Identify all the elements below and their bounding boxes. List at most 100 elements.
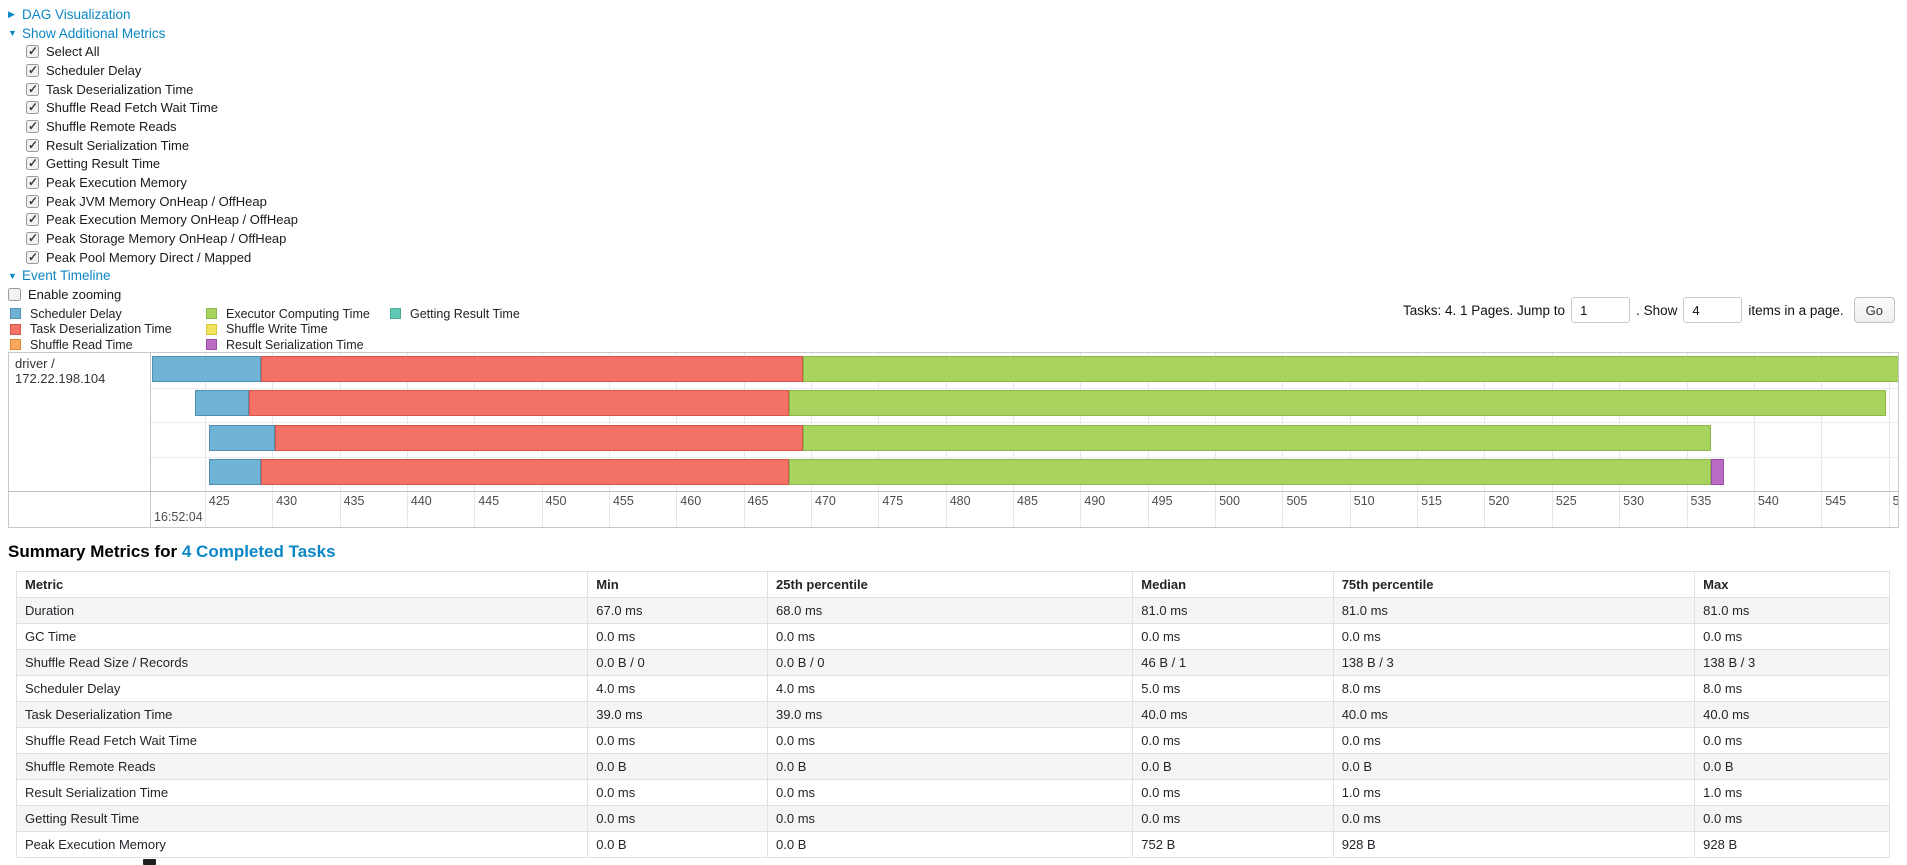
event-timeline-label: Event Timeline — [22, 268, 111, 284]
timeline-tick-label: 480 — [949, 494, 971, 508]
enable-zooming-checkbox[interactable] — [8, 288, 21, 302]
timeline-tick-label: 435 — [343, 494, 365, 508]
timeline-tick-label: 550 — [1892, 494, 1898, 508]
table-cell: Result Serialization Time — [15, 779, 589, 806]
task-segment-scheduler-delay[interactable] — [208, 424, 275, 451]
toggle-dag-visualization[interactable]: ▶ DAG Visualization — [8, 5, 298, 24]
task-segment-scheduler-delay[interactable] — [195, 390, 250, 416]
table-cell: 0.0 ms — [1332, 623, 1696, 650]
timeline-row-separator — [151, 422, 1898, 423]
task-segment-task-deserialization[interactable] — [274, 424, 803, 451]
task-segment-task-deserialization[interactable] — [261, 459, 790, 485]
metric-checkbox-label: Scheduler Delay — [46, 62, 142, 78]
table-cell: 46 B / 1 — [1132, 649, 1334, 676]
timeline-tick-label: 540 — [1757, 494, 1779, 508]
metric-checkbox[interactable] — [26, 156, 39, 171]
task-segment-result-serialization[interactable] — [1710, 459, 1725, 485]
table-cell: 0.0 ms — [1132, 623, 1334, 650]
task-segment-executor-computing[interactable] — [789, 390, 1886, 416]
toggle-show-additional-metrics[interactable]: ▼ Show Additional Metrics — [8, 24, 298, 43]
table-cell: 0.0 ms — [1132, 805, 1334, 832]
legend-item-label: Shuffle Read Time — [30, 337, 133, 352]
table-cell: 4.0 ms — [587, 675, 769, 702]
metric-checkbox-row: Peak Execution Memory — [8, 173, 298, 192]
metric-checkbox[interactable] — [26, 231, 39, 246]
toggle-event-timeline[interactable]: ▼ Event Timeline — [8, 267, 298, 286]
table-cell: 0.0 B / 0 — [767, 649, 1134, 676]
go-button[interactable]: Go — [1853, 297, 1895, 323]
task-segment-task-deserialization[interactable] — [249, 390, 790, 416]
executor-label: driver / 172.22.198.104 — [9, 353, 151, 527]
task-segment-scheduler-delay[interactable] — [152, 355, 262, 382]
table-cell: 0.0 ms — [1132, 727, 1334, 754]
task-segment-executor-computing[interactable] — [802, 424, 1711, 451]
timeline-tick-label: 525 — [1555, 494, 1577, 508]
table-cell: 0.0 ms — [1694, 727, 1890, 754]
metric-checkbox[interactable] — [26, 119, 39, 133]
metric-checkbox[interactable] — [26, 82, 39, 96]
task-segment-executor-computing[interactable] — [802, 355, 1898, 382]
metric-checkbox[interactable] — [26, 250, 39, 264]
table-cell: 0.0 ms — [1332, 727, 1696, 754]
table-header-cell: Median — [1132, 571, 1334, 598]
timeline-tick-label: 545 — [1825, 494, 1847, 508]
timeline-gridline — [1888, 353, 1890, 527]
table-row: Result Serialization Time 0.0 ms 0.0 ms 0.0… — [15, 779, 1890, 806]
timeline-tick-label: 500 — [1219, 494, 1240, 508]
table-cell: Getting Result Time — [15, 805, 589, 832]
table-cell: Shuffle Remote Reads — [15, 753, 589, 780]
dag-visualization-label: DAG Visualization — [22, 6, 131, 22]
timeline-row-separator — [151, 456, 1898, 458]
metric-checkbox[interactable] — [26, 212, 39, 227]
timeline-legend: Scheduler Delay Task Deserialization Time… — [10, 306, 520, 353]
task-segment-scheduler-delay[interactable] — [208, 459, 262, 485]
metric-checkbox[interactable] — [26, 194, 39, 208]
table-cell: 67.0 ms — [587, 597, 769, 624]
table-cell: 0.0 B — [587, 753, 769, 780]
metric-checkbox-label: Peak Execution Memory OnHeap / OffHeap — [46, 212, 298, 228]
table-cell: 4.0 ms — [767, 675, 1134, 702]
stage-controls: ▶ DAG Visualization ▼ Show Additional Me… — [8, 5, 298, 304]
summary-metrics-title: Summary Metrics for 4 Completed Tasks — [8, 542, 336, 562]
summary-metrics-table: Metric Min 25th percentile Median 75th perce… — [15, 571, 1890, 858]
timeline-tick-label: 455 — [612, 494, 634, 508]
metric-checkbox-label: Task Deserialization Time — [46, 81, 194, 97]
legend-item: Shuffle Write Time — [206, 322, 390, 338]
metric-checkbox[interactable] — [26, 100, 39, 115]
metric-checkbox-label: Select All — [46, 44, 100, 60]
legend-item: Getting Result Time — [390, 306, 520, 322]
table-cell: 0.0 B — [767, 831, 1134, 858]
timeline-tick-label: 430 — [276, 494, 298, 508]
timeline-tick-label: 510 — [1353, 494, 1375, 508]
table-header-cell: 75th percentile — [1332, 571, 1696, 598]
legend-item: Scheduler Delay — [10, 306, 206, 322]
timeline-gridline — [1753, 353, 1755, 527]
table-cell: 5.0 ms — [1132, 675, 1334, 702]
table-cell: 0.0 ms — [767, 623, 1134, 650]
legend-item-label: Executor Computing Time — [226, 306, 370, 321]
task-segment-task-deserialization[interactable] — [261, 355, 803, 382]
metric-checkbox[interactable] — [26, 63, 39, 77]
timeline-tick-label: 530 — [1623, 494, 1645, 508]
legend-item: Executor Computing Time — [206, 306, 390, 322]
table-cell: Scheduler Delay — [15, 675, 589, 702]
table-cell: 0.0 ms — [587, 727, 769, 754]
pagination-prefix-text: Tasks: 4. 1 Pages. Jump to — [1402, 302, 1566, 318]
summary-title-prefix: Summary Metrics for — [8, 542, 178, 561]
chevron-down-icon: ▼ — [8, 270, 17, 281]
timeline-tick-label: 470 — [815, 494, 836, 508]
metric-checkbox[interactable] — [26, 138, 39, 152]
metric-checkbox[interactable] — [26, 44, 39, 59]
scheduler-delay-swatch-icon — [10, 308, 21, 320]
task-segment-executor-computing[interactable] — [789, 459, 1711, 485]
page-size-input[interactable] — [1683, 297, 1743, 323]
pagination-suffix-text: items in a page. — [1748, 302, 1844, 318]
table-row: Shuffle Read Size / Records 0.0 B / 0 0.0 … — [15, 649, 1890, 676]
table-cell: 138 B / 3 — [1332, 649, 1696, 676]
table-cell: 0.0 ms — [767, 779, 1134, 806]
jump-to-page-input[interactable] — [1571, 297, 1631, 323]
legend-item-label: Result Serialization Time — [226, 337, 364, 352]
table-row: Getting Result Time 0.0 ms 0.0 ms 0.0 ms 0.0… — [15, 805, 1890, 832]
metric-checkbox[interactable] — [26, 175, 39, 190]
cutoff-content-fragment — [143, 859, 156, 865]
